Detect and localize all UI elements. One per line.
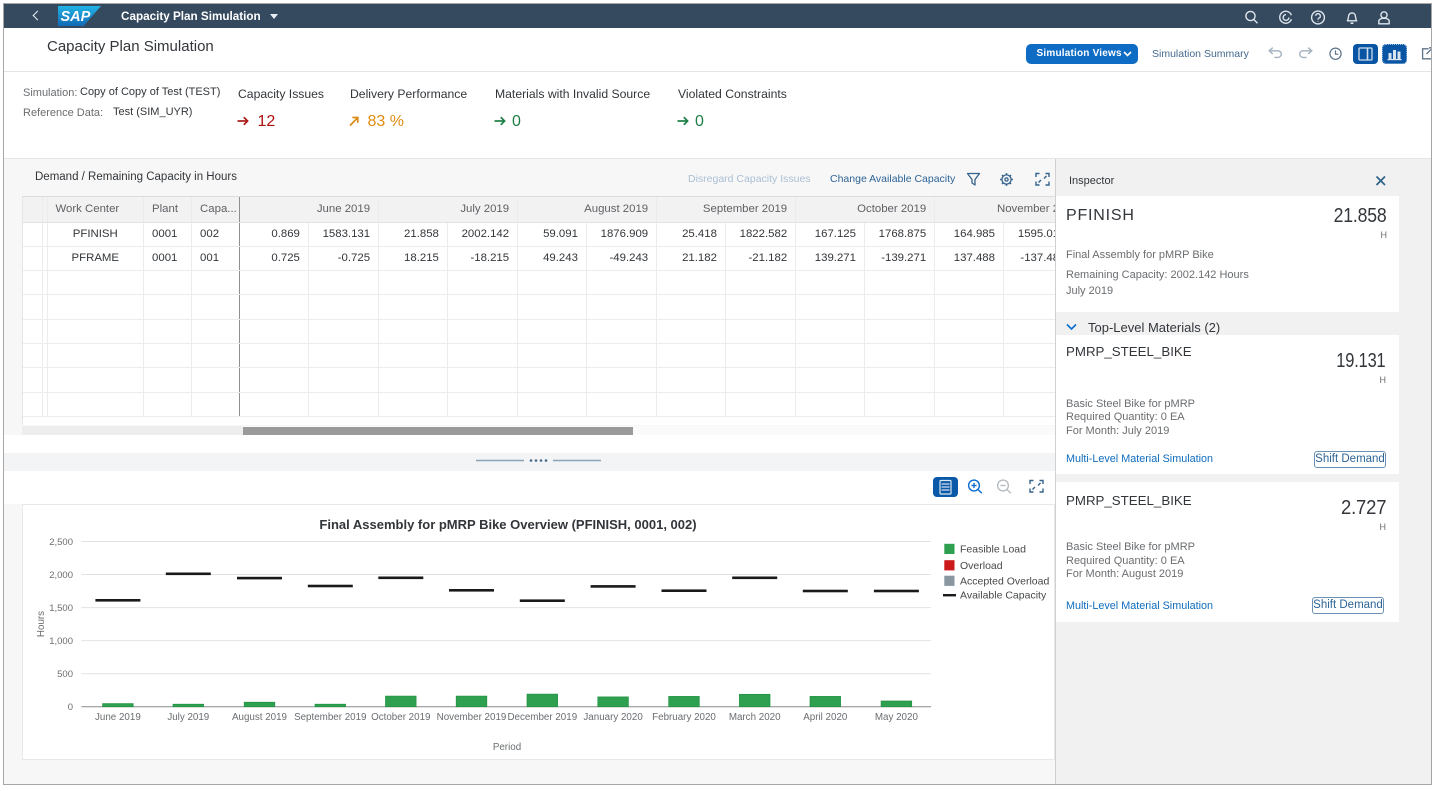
svg-text:January 2020: January 2020	[583, 712, 643, 723]
svg-text:April 2020: April 2020	[803, 712, 848, 723]
svg-text:SAP: SAP	[61, 9, 91, 25]
svg-text:2,000: 2,000	[49, 570, 73, 581]
svg-text:November 2019: November 2019	[437, 712, 507, 723]
svg-text:2,500: 2,500	[49, 537, 73, 548]
svg-text:May 2020: May 2020	[875, 712, 919, 723]
svg-text:1,500: 1,500	[49, 603, 73, 614]
svg-text:Hours: Hours	[36, 611, 47, 637]
svg-text:August 2019: August 2019	[232, 712, 287, 723]
svg-text:500: 500	[57, 669, 73, 680]
svg-text:1,000: 1,000	[49, 636, 73, 647]
svg-text:Overload: Overload	[960, 560, 1003, 572]
svg-text:Feasible Load: Feasible Load	[960, 544, 1026, 556]
svg-text:July 2019: July 2019	[167, 712, 209, 723]
svg-text:Available Capacity: Available Capacity	[960, 590, 1047, 602]
svg-text:September 2019: September 2019	[294, 712, 366, 723]
svg-text:0: 0	[68, 702, 73, 713]
svg-text:October 2019: October 2019	[371, 712, 430, 723]
svg-text:March 2020: March 2020	[729, 712, 781, 723]
svg-text:Final Assembly for pMRP Bike O: Final Assembly for pMRP Bike Overview (P…	[319, 517, 696, 532]
svg-text:Accepted Overload: Accepted Overload	[960, 575, 1049, 587]
svg-text:June 2019: June 2019	[95, 712, 141, 723]
svg-text:February 2020: February 2020	[652, 712, 716, 723]
svg-text:Period: Period	[493, 742, 521, 753]
svg-text:December 2019: December 2019	[507, 712, 577, 723]
